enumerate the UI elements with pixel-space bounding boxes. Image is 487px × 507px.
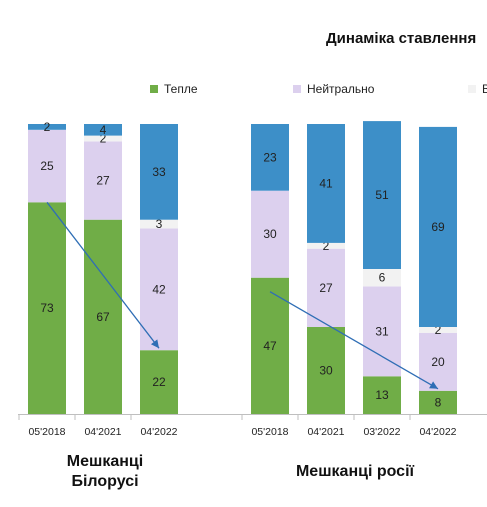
legend-item-other: В: [468, 82, 487, 96]
data-label-g0-04-2021-cold: 4: [100, 123, 107, 137]
bar-segment-g1-04-2022-warm: [419, 390, 457, 414]
bar-segment-g1-04-2022-cold: [419, 126, 457, 328]
bar-segment-g0-04-2022-neutral: [140, 228, 178, 351]
data-label-g0-04-2022-cold: 33: [152, 165, 166, 179]
bar-segment-g1-03-2022-neutral: [363, 286, 401, 377]
bar-segment-g1-04-2021-other: [307, 242, 345, 249]
bar-segment-g1-03-2022-cold: [363, 121, 401, 269]
data-label-g1-04-2022-cold: 69: [431, 220, 445, 234]
trend-arrow-head-g1: [429, 381, 438, 389]
trend-arrow-line-g1: [269, 291, 439, 390]
data-label-g0-05-2018-neutral: 25: [40, 159, 54, 173]
data-label-g0-04-2021-warm: 67: [96, 310, 110, 324]
bar-segment-g0-05-2018-cold: [28, 124, 66, 130]
legend-swatch-neutral: [293, 85, 301, 93]
data-label-g1-03-2022-other: 6: [379, 271, 386, 285]
bar-segment-g1-03-2022-other: [363, 269, 401, 287]
data-label-g1-04-2021-neutral: 27: [319, 281, 333, 295]
data-label-g1-04-2021-cold: 41: [319, 176, 333, 190]
chart-title: Динаміка ставлення: [326, 30, 477, 47]
data-label-g0-04-2022-other: 3: [156, 217, 163, 231]
bar-segment-g1-04-2021-warm: [307, 327, 345, 414]
data-label-g0-04-2021-neutral: 27: [96, 174, 110, 188]
bar-segment-g0-05-2018-warm: [28, 202, 66, 414]
x-tick-label-g1-04-2021: 04'2021: [307, 426, 344, 438]
bar-segment-g0-04-2021-cold: [84, 124, 122, 136]
x-tick-label-g0-04-2022: 04'2022: [140, 426, 177, 438]
legend-label-other: В: [482, 82, 487, 96]
group-label-belarus: Мешканці Білорусі: [40, 452, 170, 492]
bar-segment-g0-05-2018-neutral: [28, 129, 66, 203]
bar-segment-g0-04-2022-cold: [140, 124, 178, 220]
data-label-g1-04-2022-other: 2: [435, 323, 442, 337]
data-label-g1-03-2022-cold: 51: [375, 188, 389, 202]
legend-swatch-other: [468, 85, 476, 93]
data-label-g1-05-2018-warm: 47: [263, 339, 277, 353]
bar-segment-g0-04-2022-other: [140, 219, 178, 229]
data-label-g1-03-2022-warm: 13: [375, 388, 389, 402]
data-label-g1-03-2022-neutral: 31: [375, 324, 389, 338]
data-label-g0-05-2018-warm: 73: [40, 301, 54, 315]
legend-item-warm: Тепле: [150, 82, 198, 96]
group-label-russia-line-1: Мешканці росії: [295, 463, 415, 480]
legend-swatch-warm: [150, 85, 158, 93]
bar-segment-g0-04-2021-neutral: [84, 141, 122, 220]
data-label-g1-04-2021-other: 2: [323, 239, 330, 253]
data-label-g1-05-2018-neutral: 30: [263, 227, 277, 241]
x-tick-label-g1-04-2022: 04'2022: [419, 426, 456, 438]
data-label-g0-05-2018-cold: 2: [44, 120, 51, 134]
bar-segment-g0-04-2021-other: [84, 135, 122, 142]
bar-segment-g1-04-2022-other: [419, 327, 457, 333]
bar-segment-g1-03-2022-warm: [363, 376, 401, 414]
bar-segment-g1-05-2018-neutral: [251, 190, 289, 278]
x-tick-label-g1-03-2022: 03'2022: [363, 426, 400, 438]
group-label-russia: Мешканці росії: [275, 462, 435, 482]
legend-label-warm: Тепле: [164, 82, 198, 96]
data-label-g0-04-2022-warm: 22: [152, 375, 166, 389]
data-label-g1-05-2018-cold: 23: [263, 150, 277, 164]
group-label-belarus-line-1: Мешканці: [66, 453, 144, 470]
legend-item-neutral: Нейтрально: [293, 82, 374, 96]
bar-segment-g1-05-2018-warm: [251, 277, 289, 414]
legend-label-neutral: Нейтрально: [307, 82, 375, 96]
group-label-belarus-line-2: Білорусі: [71, 473, 139, 490]
x-tick-label-g1-05-2018: 05'2018: [251, 426, 288, 438]
trend-arrow-head-g0: [150, 339, 159, 349]
bar-segment-g1-04-2021-cold: [307, 124, 345, 243]
bar-segment-g0-04-2021-warm: [84, 219, 122, 414]
data-label-g0-04-2021-other: 2: [100, 132, 107, 146]
data-label-g1-04-2021-warm: 30: [319, 364, 333, 378]
data-label-g1-04-2022-neutral: 20: [431, 355, 445, 369]
x-tick-label-g0-05-2018: 05'2018: [28, 426, 65, 438]
bar-segment-g1-04-2021-neutral: [307, 248, 345, 327]
data-label-g0-04-2022-neutral: 42: [152, 282, 166, 296]
trend-arrow-line-g0: [46, 201, 160, 349]
data-label-g1-04-2022-warm: 8: [435, 395, 442, 409]
bar-segment-g0-04-2022-warm: [140, 350, 178, 414]
x-tick-label-g0-04-2021: 04'2021: [84, 426, 121, 438]
bar-segment-g1-05-2018-cold: [251, 124, 289, 191]
